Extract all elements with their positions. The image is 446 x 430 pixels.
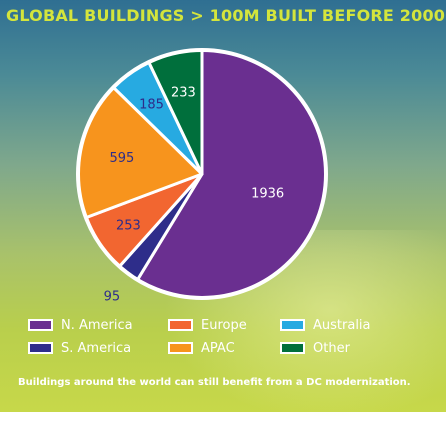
legend-swatch xyxy=(168,342,193,354)
pie-slices xyxy=(76,48,328,300)
legend-swatch xyxy=(28,319,53,331)
data-label: 253 xyxy=(116,218,141,233)
legend-item-n-america: N. America xyxy=(28,316,133,334)
legend-label: Other xyxy=(313,340,350,356)
pie-labels: 1936 95 253 595 185 233 xyxy=(104,86,285,305)
data-label: 595 xyxy=(109,151,134,166)
legend-item-other: Other xyxy=(280,339,350,357)
data-label: 1936 xyxy=(251,186,284,201)
legend-item-apac: APAC xyxy=(168,339,235,357)
pie-chart: 1936 95 253 595 185 233 xyxy=(76,48,328,305)
legend: N. America Europe Australia S. America A… xyxy=(28,316,428,360)
pie-outline xyxy=(76,48,328,300)
legend-item-australia: Australia xyxy=(280,316,371,334)
data-label: 233 xyxy=(171,86,196,101)
legend-swatch xyxy=(280,342,305,354)
legend-label: S. America xyxy=(61,340,132,356)
legend-label: N. America xyxy=(61,317,133,333)
legend-item-s-america: S. America xyxy=(28,339,131,357)
legend-label: APAC xyxy=(201,340,235,356)
legend-label: Australia xyxy=(313,317,371,333)
chart-title: GLOBAL BUILDINGS > 100M BUILT BEFORE 200… xyxy=(6,6,446,25)
legend-item-europe: Europe xyxy=(168,316,247,334)
footnote: Buildings around the world can still ben… xyxy=(18,377,411,388)
data-label: 185 xyxy=(139,97,164,112)
legend-label: Europe xyxy=(201,317,247,333)
legend-swatch xyxy=(280,319,305,331)
legend-swatch xyxy=(168,319,193,331)
legend-swatch xyxy=(28,342,53,354)
data-label: 95 xyxy=(104,289,121,304)
